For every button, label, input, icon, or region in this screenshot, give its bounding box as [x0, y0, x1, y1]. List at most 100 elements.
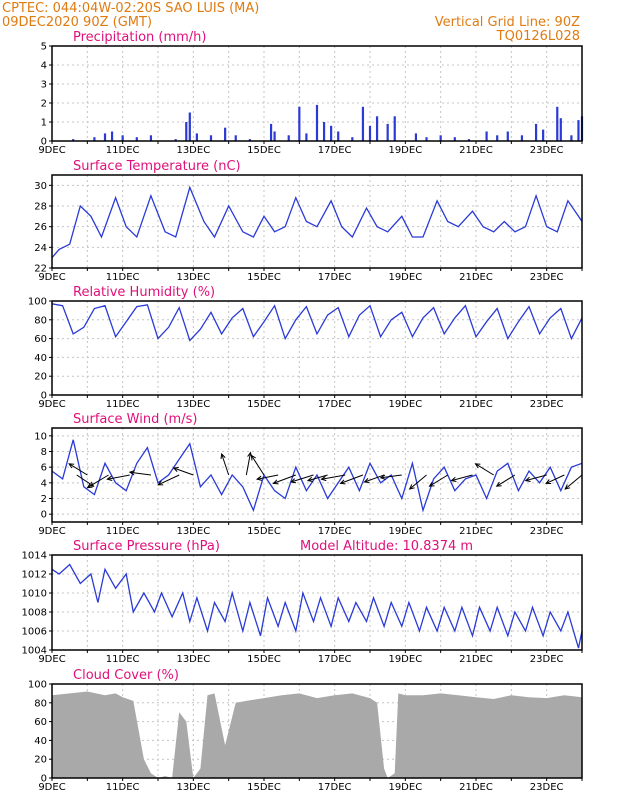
precip-bar — [121, 135, 124, 141]
wind-arrowhead — [172, 467, 179, 472]
wind-arrowhead — [379, 474, 386, 480]
header-grid-line: Vertical Grid Line: 90Z — [435, 15, 580, 30]
panel-frame — [51, 300, 583, 396]
precip-bar — [556, 106, 559, 141]
precip-bar — [149, 135, 153, 141]
wind-vector — [173, 467, 194, 476]
panel-title: Surface Pressure (hPa) — [73, 539, 220, 554]
wind-vector — [76, 474, 94, 487]
x-tick-label: 17DEC — [318, 145, 352, 156]
x-tick-label: 9DEC — [38, 145, 65, 156]
wind-arrowhead — [564, 484, 571, 490]
panel-title: Relative Humidity (%) — [73, 285, 215, 300]
x-tick-label: 23DEC — [530, 272, 564, 283]
y-tick-label: 60 — [34, 717, 47, 728]
y-tick-label: 20 — [34, 372, 47, 383]
x-tick-label: 15DEC — [247, 782, 281, 793]
y-tick-label: 26 — [34, 222, 47, 233]
precip-bar — [224, 127, 227, 141]
wind-vector — [429, 474, 448, 487]
precip-bar — [559, 118, 562, 141]
y-tick-label: 60 — [34, 334, 47, 345]
y-tick-label: 1 — [41, 118, 47, 129]
panel-3: 0 20 40 60 80 100 9DEC 11DEC 13DEC 15DEC 17DEC 19DE… — [28, 285, 583, 410]
wind-arrowhead — [339, 479, 346, 485]
wind-vector — [290, 474, 314, 483]
precip-bar — [542, 129, 545, 141]
wind-arrowhead — [408, 484, 415, 490]
precip-bar — [209, 135, 213, 141]
wind-vector — [564, 474, 583, 490]
precip-bar — [425, 137, 428, 141]
wind-vector — [68, 463, 88, 476]
x-tick-label: 13DEC — [176, 145, 210, 156]
wind-vector — [545, 474, 565, 484]
panel-title: Cloud Cover (%) — [73, 668, 179, 683]
precip-bar — [351, 137, 354, 141]
precip-bar — [337, 131, 340, 141]
cloud-cover-area — [52, 691, 582, 778]
wind-arrowhead — [290, 478, 297, 484]
y-tick-label: 10 — [34, 431, 47, 442]
wind-vector — [475, 463, 494, 476]
wind-vector — [340, 474, 364, 484]
panel-title: Precipitation (mm/h) — [73, 30, 206, 45]
x-tick-label: 21DEC — [459, 145, 493, 156]
x-tick-label: 17DEC — [318, 526, 352, 537]
precip-bar — [195, 133, 198, 141]
x-tick-label: 13DEC — [176, 526, 210, 537]
x-tick-label: 11DEC — [106, 145, 140, 156]
y-tick-label: 22 — [34, 264, 47, 275]
y-tick-label: 1006 — [22, 627, 47, 638]
x-tick-label: 17DEC — [318, 399, 352, 410]
x-tick-label: 11DEC — [106, 399, 140, 410]
x-tick-label: 9DEC — [38, 654, 65, 665]
x-tick-label: 21DEC — [459, 399, 493, 410]
x-tick-label: 11DEC — [106, 782, 140, 793]
precip-bar — [174, 139, 177, 141]
wind-arrowhead — [272, 479, 279, 485]
x-tick-label: 23DEC — [530, 526, 564, 537]
x-tick-label: 21DEC — [459, 782, 493, 793]
x-tick-label: 15DEC — [247, 526, 281, 537]
panel-frame — [51, 45, 583, 142]
precip-bar — [506, 131, 509, 141]
y-tick-label: 80 — [34, 698, 47, 709]
x-tick-label: 9DEC — [38, 782, 65, 793]
precip-bar — [520, 135, 524, 141]
precip-bar — [330, 125, 333, 141]
y-tick-label: 40 — [34, 353, 47, 364]
x-tick-label: 15DEC — [247, 272, 281, 283]
y-tick-label: 5 — [41, 42, 47, 53]
precip-bar — [234, 135, 237, 141]
wind-arrowhead — [106, 475, 113, 481]
panel-1: 0 1 2 3 4 5 9DEC 11DEC 13DEC 15DEC 17DEC 19DEC 21DEC… — [38, 30, 584, 156]
x-tick-label: 21DEC — [459, 654, 493, 665]
panel-title: Surface Temperature (nC) — [73, 159, 241, 174]
y-tick-label: 8 — [41, 447, 47, 458]
wind-vector — [451, 474, 473, 482]
wind-arrowhead — [524, 476, 531, 482]
panel-6: 0 20 40 60 80 100 9DEC 11DEC 13DEC 15DEC 17DEC 19DE… — [28, 668, 583, 793]
wind-vector — [525, 474, 547, 482]
y-tick-label: 20 — [34, 755, 47, 766]
panel-4: 0 2 4 6 8 10 9DEC 11DEC 13DEC 15DEC 17DEC 19DEC 21DE… — [34, 412, 583, 537]
precip-bar — [368, 125, 372, 141]
precip-bar — [185, 122, 188, 141]
wind-vector — [321, 474, 346, 480]
wind-vector — [409, 474, 427, 490]
x-tick-label: 9DEC — [38, 526, 65, 537]
wind-arrowhead — [306, 476, 313, 482]
wind-arrowhead — [545, 479, 552, 484]
wind-vector — [273, 474, 296, 484]
precip-bar — [305, 133, 308, 141]
y-tick-label: 6 — [41, 463, 47, 474]
x-tick-label: 17DEC — [318, 782, 352, 793]
precip-bar — [386, 123, 389, 141]
y-tick-label: 1014 — [22, 551, 47, 562]
y-tick-label: 0 — [41, 391, 47, 402]
wind-vector — [257, 474, 279, 480]
y-tick-label: 1008 — [22, 608, 47, 619]
precip-bar — [93, 137, 96, 141]
